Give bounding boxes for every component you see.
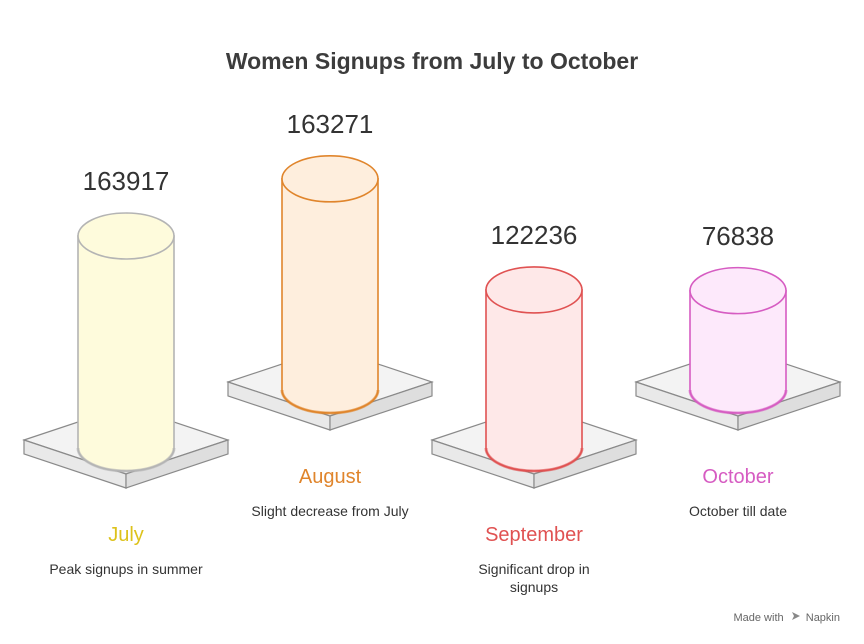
- category-description: Significant drop in signups: [478, 561, 590, 595]
- platform-right-side: [533, 439, 637, 489]
- value-label: 76838: [701, 220, 775, 251]
- bar-top-ellipse: [485, 266, 583, 314]
- category-description: October till date: [688, 503, 788, 519]
- platform-right-side: [329, 381, 433, 431]
- bar-base-rim: [484, 447, 584, 473]
- bar-july: [77, 235, 175, 472]
- value-label: 122236: [490, 219, 578, 250]
- platform-right-side: [125, 439, 229, 489]
- bar-top-ellipse: [77, 212, 175, 260]
- napkin-logo-icon: [791, 611, 801, 624]
- category-description: Peak signups in summer: [49, 561, 203, 577]
- chart-title: Women Signups from July to October: [225, 48, 639, 74]
- footer-made-with: Made with: [733, 612, 784, 624]
- platform-right-side: [737, 381, 841, 431]
- bar-september: [485, 289, 583, 472]
- category-description: Slight decrease from July: [251, 503, 409, 519]
- bar-august: [281, 178, 379, 414]
- footer-brand: Napkin: [805, 612, 840, 624]
- category-label: September: [485, 524, 583, 546]
- bar-base-rim: [280, 389, 380, 415]
- value-label: 163271: [286, 108, 374, 139]
- value-label: 163917: [82, 166, 170, 196]
- category-label: October: [702, 466, 774, 488]
- footer: Made with Napkin: [733, 611, 840, 624]
- bar-top-ellipse: [281, 155, 379, 203]
- category-label: July: [108, 524, 144, 546]
- category-label: August: [298, 466, 362, 488]
- bar-base-rim: [76, 447, 176, 473]
- bar-base-rim: [688, 389, 788, 415]
- bar-top-ellipse: [689, 266, 787, 315]
